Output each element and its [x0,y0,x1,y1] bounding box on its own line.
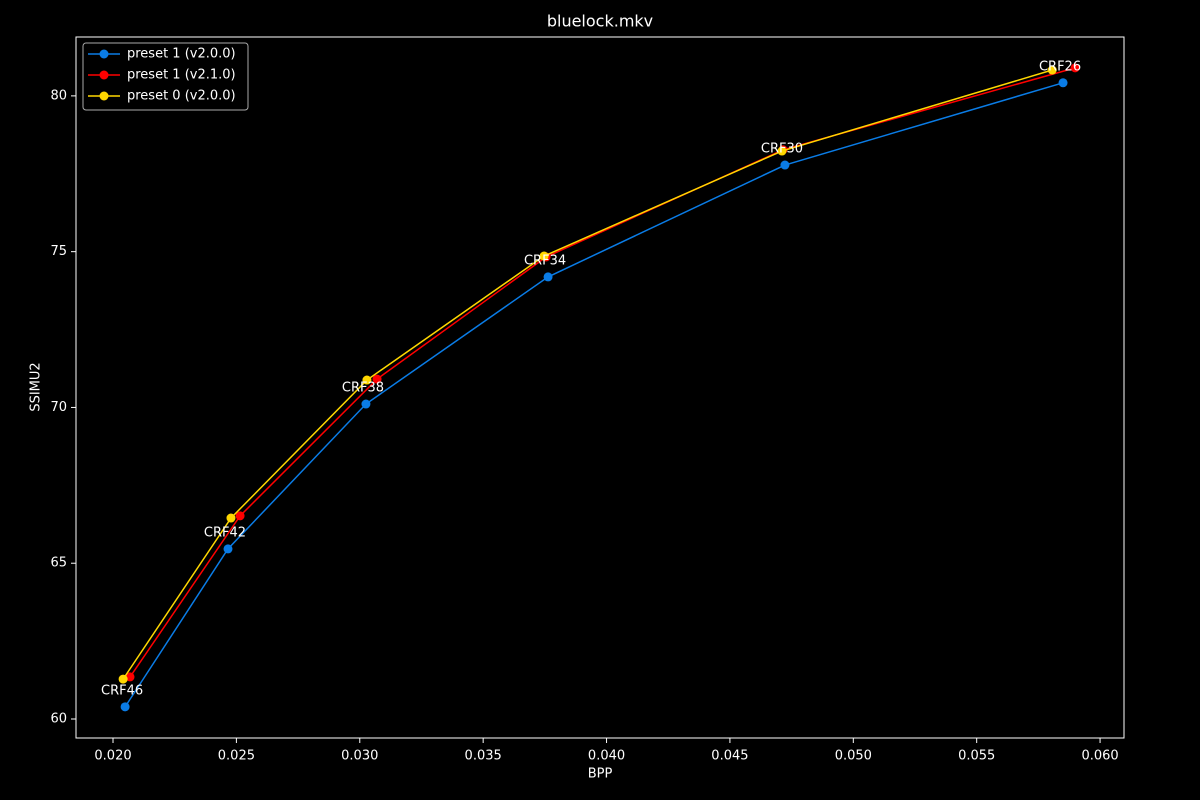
point [1047,65,1057,75]
point [118,674,128,684]
x-tick-label: 0.025 [218,749,255,764]
point [1070,63,1080,73]
y-tick-label: 80 [50,88,67,103]
x-tick-label: 0.050 [835,749,872,764]
legend-marker [99,70,109,80]
point [120,702,130,712]
y-tick-label: 65 [50,556,67,571]
point [223,544,233,554]
point [539,251,549,261]
annotation: CRF26 [1039,59,1081,74]
point [777,146,787,156]
annotation: CRF46 [101,683,143,698]
y-axis-label: SSIMU2 [29,362,44,411]
x-tick-label: 0.055 [958,749,995,764]
point [1058,78,1068,88]
series-line [124,82,1064,708]
annotation: CRF42 [204,525,246,540]
y-tick-label: 70 [50,400,67,415]
point [780,160,790,170]
legend-label: preset 0 (v2.0.0) [127,89,236,104]
legend-marker [99,49,109,59]
annotation: CRF34 [524,253,566,268]
point [362,375,372,385]
x-tick-label: 0.040 [588,749,625,764]
series-line [122,69,1053,680]
x-tick-label: 0.045 [711,749,748,764]
y-tick-label: 60 [50,711,67,726]
annotation: CRF38 [342,381,384,396]
y-tick-label: 75 [50,244,67,259]
chart-title: bluelock.mkv [547,12,653,31]
x-tick-label: 0.035 [465,749,502,764]
x-axis-label: BPP [588,767,613,782]
point [125,672,135,682]
annotation: CRF30 [761,142,803,157]
point [235,511,245,521]
plot-frame [75,36,1125,739]
legend-label: preset 1 (v2.0.0) [127,47,236,62]
x-tick-label: 0.030 [341,749,378,764]
legend-marker [99,91,109,101]
point [226,513,236,523]
legend-box [82,42,249,111]
x-tick-label: 0.060 [1081,749,1118,764]
point [372,374,382,384]
point [543,272,553,282]
x-tick-label: 0.020 [94,749,131,764]
point [361,399,371,409]
legend-label: preset 1 (v2.1.0) [127,68,236,83]
